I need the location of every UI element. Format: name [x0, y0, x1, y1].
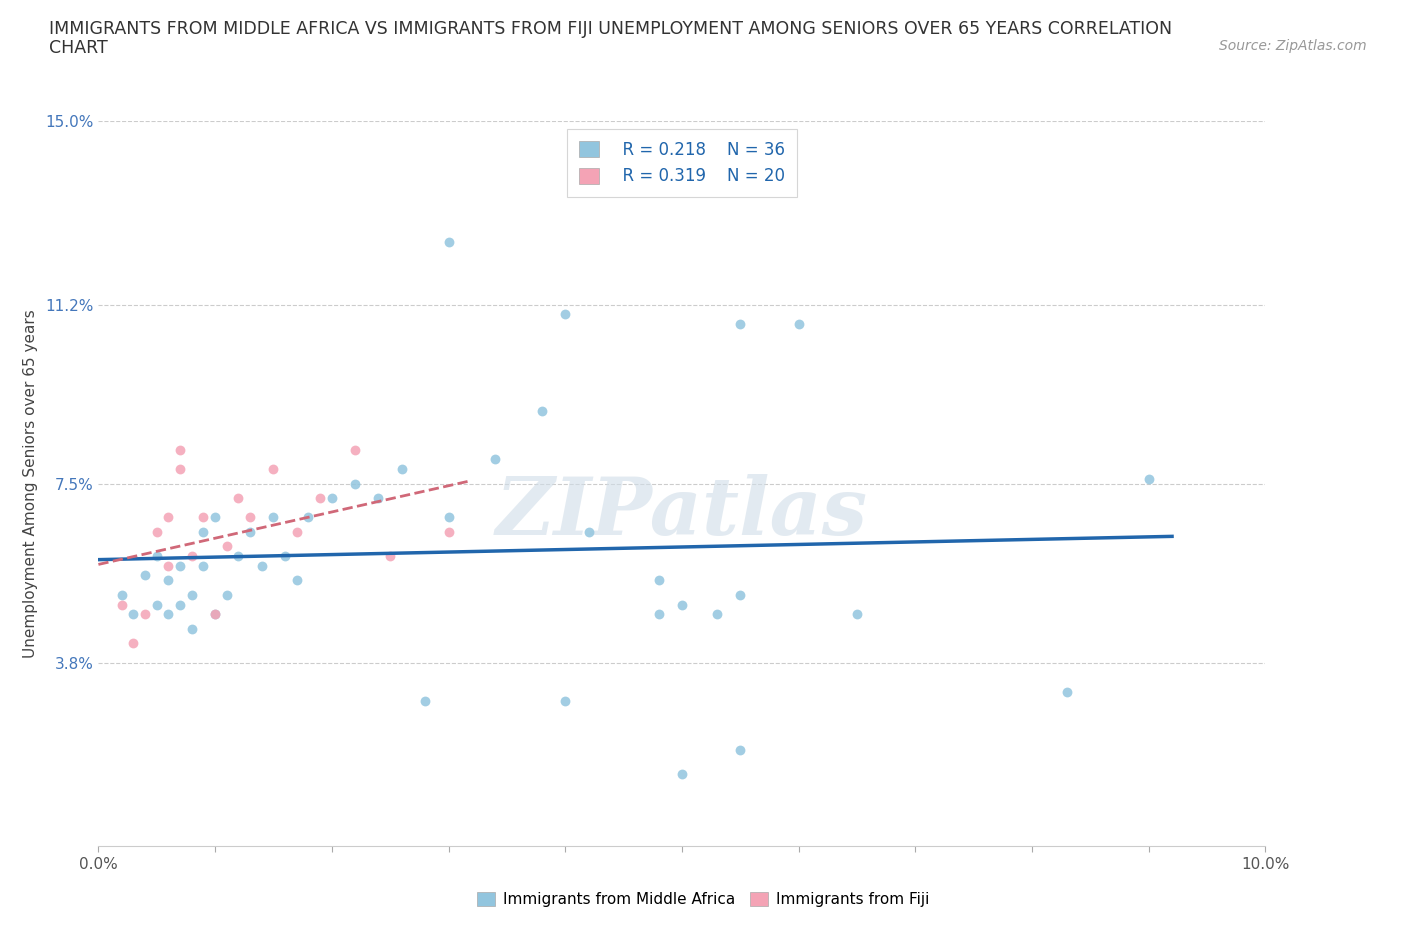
Point [134, 568, 156, 583]
Point [787, 316, 810, 331]
Point [157, 606, 180, 621]
Point [484, 452, 506, 467]
Point [344, 443, 367, 458]
Text: CHART: CHART [49, 39, 108, 57]
Point [367, 491, 389, 506]
Point [647, 606, 669, 621]
Point [146, 525, 169, 539]
Point [250, 558, 273, 573]
Point [180, 549, 202, 564]
Point [274, 549, 297, 564]
Point [285, 525, 308, 539]
Point [157, 558, 180, 573]
Text: IMMIGRANTS FROM MIDDLE AFRICA VS IMMIGRANTS FROM FIJI UNEMPLOYMENT AMONG SENIORS: IMMIGRANTS FROM MIDDLE AFRICA VS IMMIGRA… [49, 20, 1173, 38]
Point [1137, 472, 1160, 486]
Point [193, 510, 215, 525]
Point [554, 694, 576, 709]
Point [437, 510, 460, 525]
Legend: Immigrants from Middle Africa, Immigrants from Fiji: Immigrants from Middle Africa, Immigrant… [471, 885, 935, 913]
Point [157, 573, 180, 588]
Point [647, 573, 669, 588]
Point [578, 525, 600, 539]
Point [846, 606, 869, 621]
Point [111, 588, 134, 603]
Point [157, 510, 180, 525]
Point [297, 510, 319, 525]
Point [239, 525, 262, 539]
Point [111, 597, 134, 612]
Point [730, 742, 752, 757]
Point [344, 476, 367, 491]
Point [321, 491, 343, 506]
Point [262, 510, 284, 525]
Point [169, 558, 191, 573]
Point [437, 525, 460, 539]
Point [730, 588, 752, 603]
Point [204, 510, 226, 525]
Point [706, 606, 728, 621]
Point [413, 694, 436, 709]
Text: ZIPatlas: ZIPatlas [496, 474, 868, 551]
Point [204, 606, 226, 621]
Point [215, 539, 238, 554]
Point [730, 316, 752, 331]
Point [228, 491, 250, 506]
Point [239, 510, 262, 525]
Point [204, 606, 226, 621]
Point [228, 549, 250, 564]
Point [437, 234, 460, 249]
Point [285, 573, 308, 588]
Legend:   R = 0.218    N = 36,   R = 0.319    N = 20: R = 0.218 N = 36, R = 0.319 N = 20 [567, 129, 797, 197]
Point [391, 461, 413, 476]
Point [671, 766, 693, 781]
Point [122, 606, 145, 621]
Point [146, 597, 169, 612]
Point [169, 461, 191, 476]
Point [193, 558, 215, 573]
Point [530, 404, 553, 418]
Point [180, 621, 202, 636]
Point [309, 491, 332, 506]
Point [146, 549, 169, 564]
Point [180, 588, 202, 603]
Y-axis label: Unemployment Among Seniors over 65 years: Unemployment Among Seniors over 65 years [24, 309, 38, 658]
Point [262, 461, 284, 476]
Point [554, 307, 576, 322]
Text: Source: ZipAtlas.com: Source: ZipAtlas.com [1219, 39, 1367, 53]
Point [671, 597, 693, 612]
Point [169, 597, 191, 612]
Point [193, 525, 215, 539]
Point [215, 588, 238, 603]
Point [134, 606, 156, 621]
Point [122, 636, 145, 651]
Point [380, 549, 402, 564]
Point [1056, 684, 1078, 699]
Point [169, 443, 191, 458]
